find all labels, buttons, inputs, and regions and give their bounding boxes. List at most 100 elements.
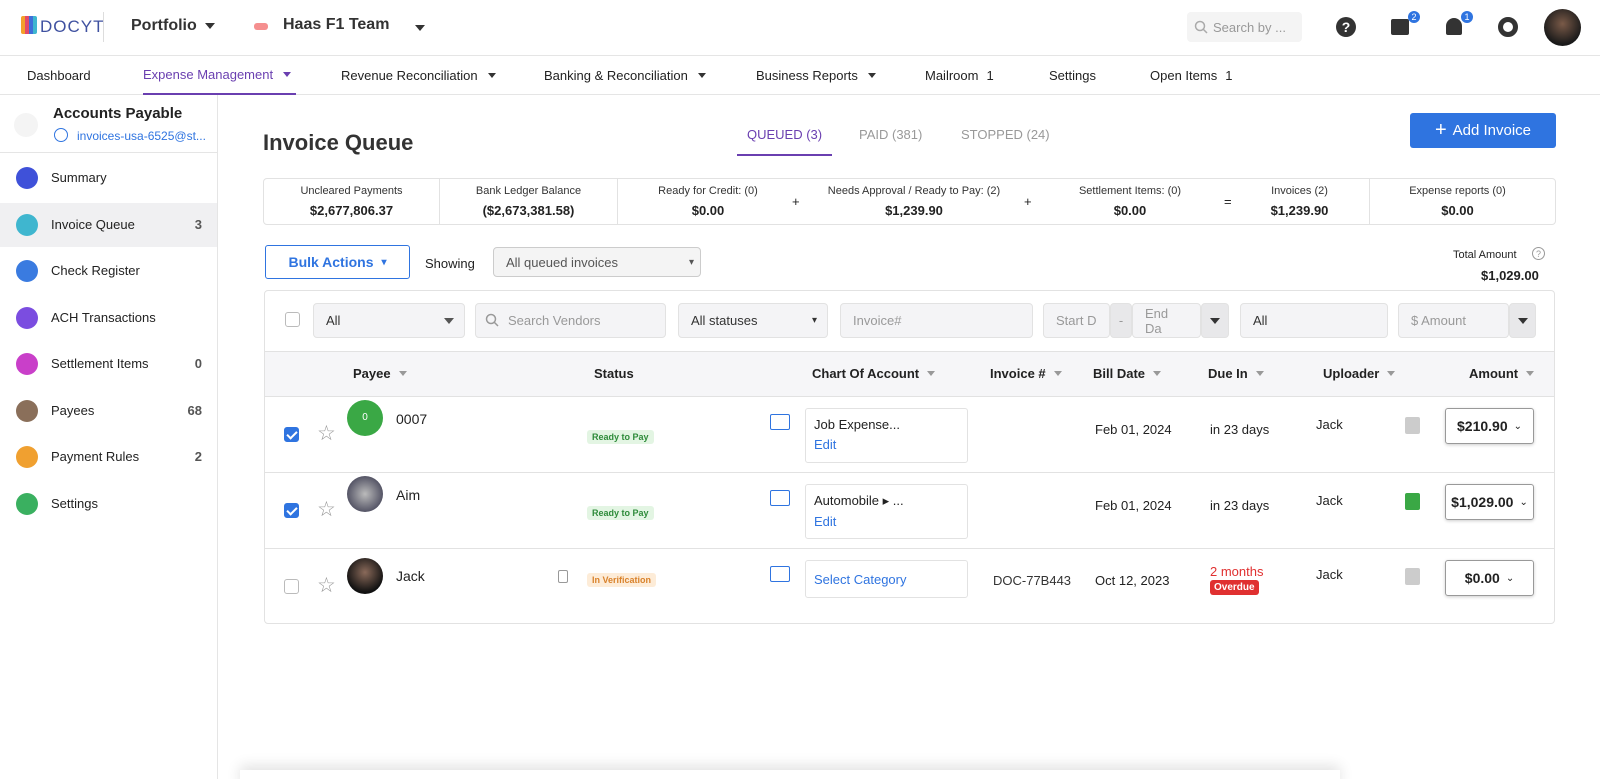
- notifications-badge: 1: [1461, 11, 1473, 23]
- column-header[interactable]: Invoice #: [990, 366, 1062, 381]
- start-date-placeholder: Start D: [1056, 313, 1097, 328]
- type-filter[interactable]: All: [313, 303, 465, 338]
- date-dropdown[interactable]: [1201, 303, 1229, 338]
- invoice-filter[interactable]: Invoice#: [840, 303, 1033, 338]
- business-select[interactable]: Haas F1 Team: [283, 16, 425, 34]
- nav-label: Banking & Reconciliation: [544, 68, 688, 83]
- row-checkbox[interactable]: [284, 427, 299, 442]
- nav-item[interactable]: Settings: [1049, 56, 1096, 95]
- summary-cell: Expense reports (0) $0.00: [1370, 179, 1545, 224]
- sidebar-item[interactable]: Payees 68: [0, 389, 217, 433]
- nav-item[interactable]: Expense Management: [143, 56, 296, 95]
- tab[interactable]: STOPPED (24): [961, 127, 1050, 142]
- uploader-filter[interactable]: All: [1240, 303, 1388, 338]
- upload-icon[interactable]: [1405, 417, 1420, 434]
- sidebar-item[interactable]: Invoice Queue 3: [0, 202, 217, 247]
- due-in: in 23 days: [1210, 498, 1270, 513]
- upload-icon[interactable]: [1405, 568, 1420, 585]
- sidebar-item[interactable]: Summary: [0, 156, 217, 200]
- logo[interactable]: DOCYT: [40, 17, 105, 36]
- tab[interactable]: QUEUED (3): [737, 127, 833, 156]
- select-all[interactable]: [285, 312, 300, 327]
- tab[interactable]: PAID (381): [859, 127, 923, 142]
- amount-filter[interactable]: $ Amount: [1398, 303, 1509, 338]
- invoice-number: DOC-77B443: [993, 573, 1072, 588]
- star[interactable]: ☆: [317, 422, 336, 445]
- sidebar-item[interactable]: Settlement Items 0: [0, 342, 217, 386]
- sidebar-item[interactable]: Payment Rules 2: [0, 435, 217, 479]
- vendor-filter[interactable]: Search Vendors: [475, 303, 666, 338]
- portfolio-select[interactable]: Portfolio: [131, 17, 215, 35]
- star[interactable]: ☆: [317, 574, 336, 597]
- star[interactable]: ☆: [317, 498, 336, 521]
- column-label: Due In: [1208, 366, 1248, 381]
- user-avatar[interactable]: [1544, 9, 1581, 46]
- account-box[interactable]: Job Expense... Edit: [805, 408, 968, 463]
- comment-icon[interactable]: [770, 490, 790, 506]
- start-date-filter[interactable]: Start D: [1043, 303, 1110, 338]
- amount-button[interactable]: $1,029.00 ⌄: [1445, 484, 1534, 520]
- end-date-filter[interactable]: End Da: [1132, 303, 1201, 338]
- caret: [867, 73, 876, 78]
- business: Haas F1 Team: [283, 16, 390, 33]
- sidebar-item[interactable]: Settings: [0, 482, 217, 526]
- nav-item[interactable]: Business Reports: [756, 56, 876, 95]
- row-checkbox[interactable]: [284, 503, 299, 518]
- column-label: Payee: [353, 366, 391, 381]
- showing-select[interactable]: All queued invoices ▾: [493, 247, 701, 277]
- account-edit[interactable]: Edit: [814, 437, 837, 452]
- total-help[interactable]: ?: [1532, 247, 1545, 260]
- bulk-actions-button[interactable]: Bulk Actions ▾: [265, 245, 410, 279]
- account-box[interactable]: Select Category: [805, 560, 968, 598]
- add-invoice-button[interactable]: + Add Invoice: [1410, 113, 1556, 148]
- payee-name[interactable]: Jack: [396, 568, 425, 584]
- payee-name[interactable]: Aim: [396, 487, 421, 503]
- sidebar-item[interactable]: ACH Transactions: [0, 296, 217, 340]
- comment-icon[interactable]: [770, 414, 790, 430]
- notifications-icon[interactable]: [1446, 18, 1462, 35]
- column-header[interactable]: Chart Of Account: [812, 366, 936, 381]
- sidebar: [0, 95, 218, 779]
- sidebar-count: 3: [194, 216, 202, 232]
- nav-item[interactable]: Dashboard: [27, 56, 91, 95]
- help-icon[interactable]: ?: [1336, 17, 1356, 37]
- settings-icon[interactable]: [1498, 17, 1518, 37]
- payee-avatar: [347, 476, 383, 512]
- sidebar-item[interactable]: Check Register: [0, 249, 217, 293]
- nav-item[interactable]: Mailroom 1: [925, 56, 994, 95]
- chevron: ▾: [688, 256, 694, 268]
- sidebar-count: 2: [194, 449, 202, 464]
- payee-name[interactable]: 0007: [396, 411, 428, 427]
- column-header[interactable]: Due In: [1208, 366, 1264, 381]
- column-header[interactable]: Amount: [1469, 366, 1535, 381]
- sidebar-label: Payment Rules: [51, 449, 140, 464]
- search[interactable]: Search by ...: [1187, 12, 1302, 42]
- comment-icon[interactable]: [770, 566, 790, 582]
- summary-label: Settlement Items: (0): [1078, 185, 1182, 197]
- nav-label: Expense Management: [143, 67, 274, 82]
- nav-item[interactable]: Open Items 1: [1150, 56, 1232, 95]
- status-filter[interactable]: All statuses ▾: [678, 303, 828, 338]
- upload-icon[interactable]: [1405, 493, 1420, 510]
- sidebar-email[interactable]: invoices-usa-6525@st...: [77, 129, 206, 143]
- summary-label: Bank Ledger Balance: [475, 185, 582, 197]
- divider: [103, 12, 104, 42]
- row-checkbox[interactable]: [284, 579, 299, 594]
- summary-cell: Bank Ledger Balance ($2,673,381.58): [440, 179, 618, 224]
- messages-icon[interactable]: [1391, 19, 1409, 35]
- account-box[interactable]: Automobile ▸ ... Edit: [805, 484, 968, 539]
- nav-item[interactable]: Banking & Reconciliation: [544, 56, 706, 95]
- nav-label: Mailroom: [925, 68, 979, 83]
- header: [0, 0, 1600, 56]
- amount-button[interactable]: $210.90 ⌄: [1445, 408, 1534, 444]
- column-header[interactable]: Payee: [353, 366, 407, 381]
- bill-date: Oct 12, 2023: [1095, 573, 1170, 588]
- column-header[interactable]: Bill Date: [1093, 366, 1162, 381]
- amount-button[interactable]: $0.00 ⌄: [1445, 560, 1534, 596]
- uploader: Jack: [1316, 567, 1343, 582]
- account-edit[interactable]: Edit: [814, 514, 837, 529]
- nav-item[interactable]: Revenue Reconciliation: [341, 56, 496, 95]
- amount-dropdown[interactable]: [1509, 303, 1536, 338]
- column-header[interactable]: Uploader: [1323, 366, 1396, 381]
